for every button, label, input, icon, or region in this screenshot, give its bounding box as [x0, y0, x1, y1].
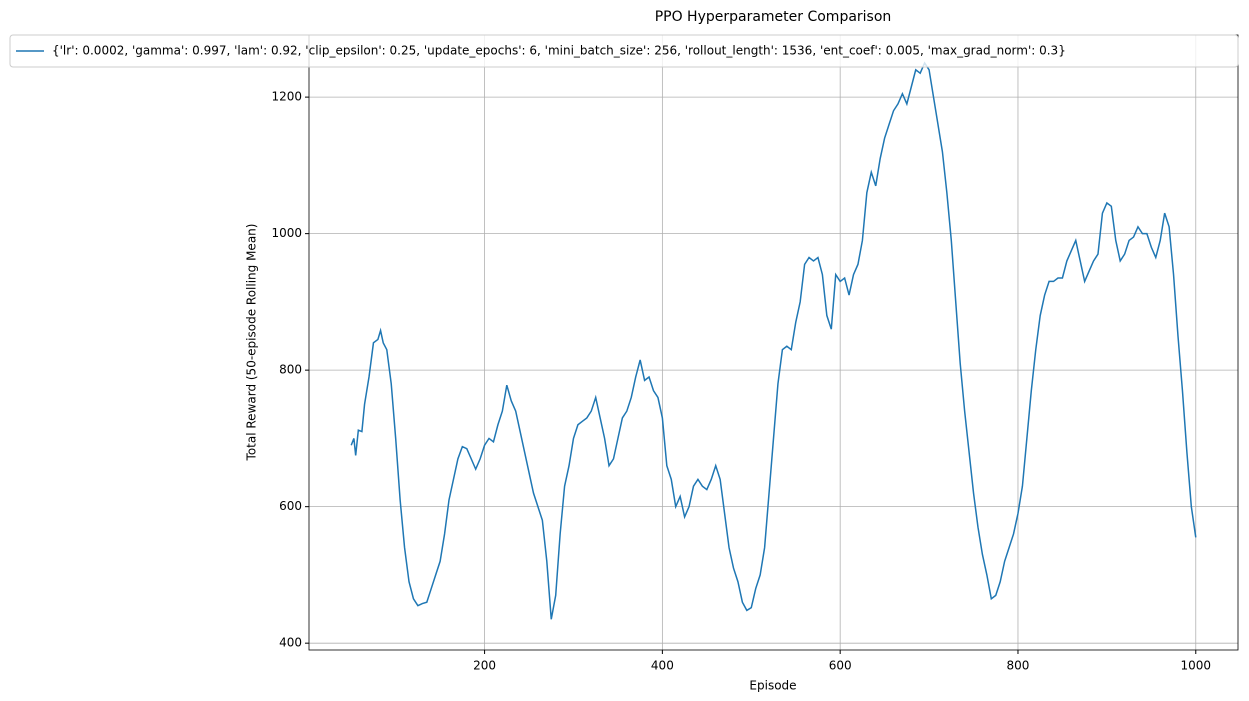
y-tick-label: 1200 [271, 90, 302, 104]
y-tick-label: 1000 [271, 226, 302, 240]
y-tick-label: 600 [279, 499, 302, 513]
x-axis-label: Episode [749, 679, 796, 693]
legend-label: {'lr': 0.0002, 'gamma': 0.997, 'lam': 0.… [52, 44, 1066, 58]
x-tick-label: 200 [473, 659, 496, 673]
y-tick-label: 400 [279, 636, 302, 650]
plot-frame [308, 34, 1239, 651]
x-tick-label: 1000 [1180, 659, 1211, 673]
x-tick-label: 800 [1007, 659, 1030, 673]
y-tick-label: 800 [279, 363, 302, 377]
data-line [350, 61, 1197, 620]
legend-box [9, 34, 1239, 68]
x-tick-label: 600 [829, 659, 852, 673]
y-axis-label: Total Reward (50-episode Rolling Mean) [245, 224, 259, 462]
chart-title: PPO Hyperparameter Comparison [655, 9, 892, 25]
x-tick-label: 400 [651, 659, 674, 673]
